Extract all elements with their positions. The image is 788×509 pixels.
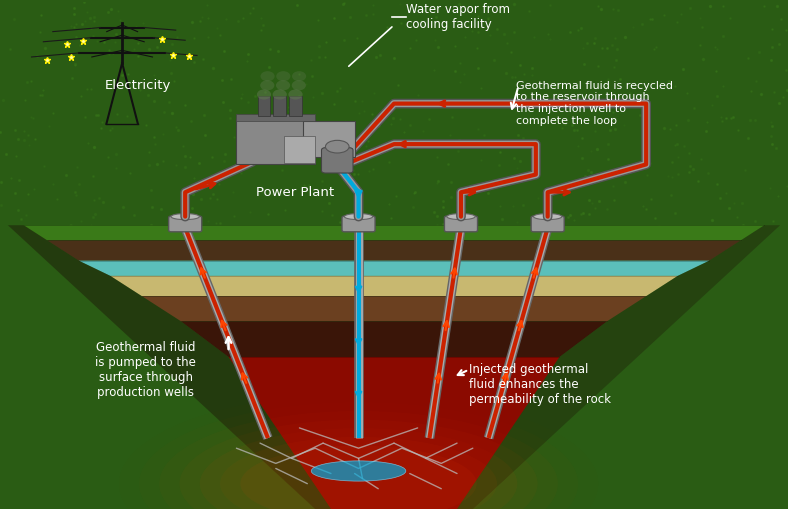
Ellipse shape bbox=[344, 214, 373, 220]
Ellipse shape bbox=[220, 437, 497, 509]
FancyBboxPatch shape bbox=[444, 216, 478, 232]
FancyBboxPatch shape bbox=[322, 148, 353, 173]
Bar bbox=[289, 96, 302, 116]
FancyBboxPatch shape bbox=[236, 119, 315, 164]
Text: Power Plant: Power Plant bbox=[256, 186, 335, 199]
FancyBboxPatch shape bbox=[236, 114, 315, 121]
FancyBboxPatch shape bbox=[169, 216, 202, 232]
Ellipse shape bbox=[276, 80, 290, 91]
FancyBboxPatch shape bbox=[303, 121, 355, 157]
Ellipse shape bbox=[261, 71, 275, 81]
Polygon shape bbox=[181, 322, 607, 357]
Ellipse shape bbox=[240, 446, 477, 509]
Ellipse shape bbox=[447, 214, 475, 220]
Ellipse shape bbox=[292, 80, 306, 91]
Ellipse shape bbox=[292, 71, 307, 81]
FancyBboxPatch shape bbox=[342, 216, 375, 232]
Ellipse shape bbox=[311, 461, 406, 481]
FancyBboxPatch shape bbox=[531, 216, 564, 232]
Polygon shape bbox=[79, 261, 709, 276]
Ellipse shape bbox=[260, 80, 274, 91]
Polygon shape bbox=[457, 225, 780, 509]
Polygon shape bbox=[47, 240, 741, 261]
Polygon shape bbox=[229, 357, 559, 509]
FancyBboxPatch shape bbox=[284, 135, 315, 163]
Text: Geothermal fluid is recycled
to the reservoir through
the injection well to
comp: Geothermal fluid is recycled to the rese… bbox=[516, 81, 673, 126]
Text: Electricity: Electricity bbox=[105, 79, 171, 92]
Ellipse shape bbox=[277, 71, 291, 81]
Polygon shape bbox=[8, 225, 331, 509]
Ellipse shape bbox=[325, 140, 349, 153]
Polygon shape bbox=[110, 276, 678, 296]
Polygon shape bbox=[24, 225, 764, 240]
Ellipse shape bbox=[273, 90, 287, 100]
Ellipse shape bbox=[257, 90, 271, 100]
Text: Injected geothermal
fluid enhances the
permeability of the rock: Injected geothermal fluid enhances the p… bbox=[469, 363, 611, 406]
Ellipse shape bbox=[533, 214, 562, 220]
Ellipse shape bbox=[171, 214, 199, 220]
Bar bbox=[258, 96, 270, 116]
Polygon shape bbox=[142, 296, 646, 322]
Bar bbox=[273, 96, 286, 116]
Ellipse shape bbox=[288, 90, 303, 100]
Text: Water vapor from
cooling facility: Water vapor from cooling facility bbox=[406, 4, 510, 32]
Text: Geothermal fluid
is pumped to the
surface through
production wells: Geothermal fluid is pumped to the surfac… bbox=[95, 341, 196, 399]
